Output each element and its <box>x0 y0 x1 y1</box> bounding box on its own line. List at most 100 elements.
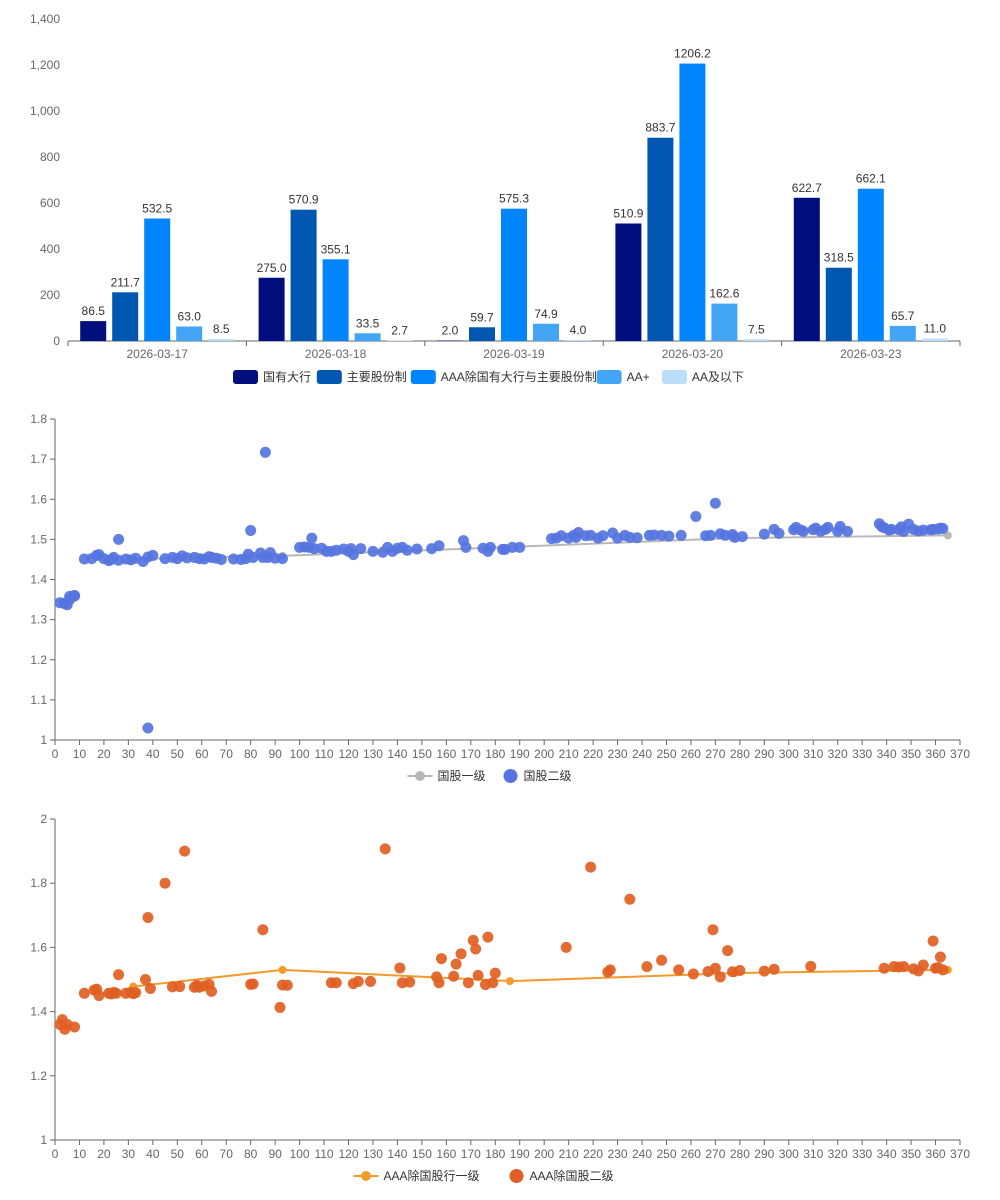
legend-label: 主要股份制 <box>347 370 407 384</box>
bar-value-label: 575.3 <box>499 192 529 206</box>
scatter-point <box>462 977 474 989</box>
x-tick-label: 160 <box>436 1147 456 1161</box>
bar-value-label: 662.1 <box>856 172 886 186</box>
bar <box>354 333 381 341</box>
y-tick-label: 1.6 <box>30 492 47 506</box>
y-tick-label: 1.7 <box>30 452 47 466</box>
x-tick-label: 50 <box>171 1147 185 1161</box>
bar-value-label: 162.6 <box>709 287 739 301</box>
y-tick-label: 1,400 <box>30 12 60 26</box>
legend-label: AA及以下 <box>692 370 744 384</box>
scatter-point <box>489 967 501 979</box>
scatter-chart-aaa: 11.21.41.61.820 10 20 30 40 50 60 70 80 90 100 110 1… <box>30 812 970 1183</box>
bar <box>743 339 770 341</box>
legend-label: 国股一级 <box>438 769 486 783</box>
x-tick-label: 190 <box>510 1147 530 1161</box>
x-tick-label: 240 <box>632 1147 652 1161</box>
x-tick-label: 290 <box>754 747 774 761</box>
x-tick-label: 130 <box>363 1147 383 1161</box>
x-tick-label: 250 <box>656 747 676 761</box>
y-tick-label: 1.6 <box>30 940 47 954</box>
scatter-point <box>433 977 445 989</box>
scatter-point <box>631 532 643 544</box>
scatter-point <box>467 934 479 946</box>
x-tick-label: 350 <box>901 747 921 761</box>
scatter-point <box>705 529 717 541</box>
scatter-point <box>927 935 939 947</box>
x-tick-label: 150 <box>412 1147 432 1161</box>
scatter-point <box>206 985 218 997</box>
scatter-point <box>841 525 853 537</box>
bar-value-label: 74.9 <box>534 307 558 321</box>
scatter-point <box>675 529 687 541</box>
x-tick-label: 2026-03-17 <box>127 347 189 361</box>
scatter-point <box>281 979 293 991</box>
scatter-point <box>379 843 391 855</box>
scatter-point <box>411 543 423 555</box>
scatter-point <box>455 948 467 960</box>
scatter-point <box>144 982 156 994</box>
line-point <box>505 977 514 986</box>
bar <box>176 326 203 341</box>
x-tick-label: 200 <box>534 747 554 761</box>
x-tick-label: 370 <box>950 1147 970 1161</box>
scatter-point <box>937 523 949 535</box>
legend-swatch <box>316 370 342 384</box>
x-tick-label: 190 <box>510 747 530 761</box>
x-tick-label: 70 <box>220 1147 234 1161</box>
y-tick-label: 1,000 <box>30 104 60 118</box>
x-tick-label: 260 <box>681 1147 701 1161</box>
x-tick-label: 300 <box>779 747 799 761</box>
x-tick-label: 180 <box>485 747 505 761</box>
x-tick-label: 290 <box>754 1147 774 1161</box>
x-tick-label: 280 <box>730 747 750 761</box>
x-tick-label: 0 <box>52 1147 59 1161</box>
x-tick-label: 170 <box>461 1147 481 1161</box>
scatter-chart-guogu: 1 1.1 1.2 1.3 1.4 1.5 1.6 1.7 1.8 0 10 20 30 40 50 60 70… <box>30 412 970 783</box>
x-tick-label: 220 <box>583 747 603 761</box>
scatter-point <box>330 977 342 989</box>
scatter-point <box>722 945 734 957</box>
scatter-point <box>758 528 770 540</box>
x-tick-label: 0 <box>52 747 59 761</box>
x-tick-label: 40 <box>146 747 160 761</box>
x-tick-label: 90 <box>268 747 282 761</box>
x-tick-label: 340 <box>877 747 897 761</box>
scatter-point <box>69 1021 81 1033</box>
scatter-point <box>140 974 151 985</box>
x-tick-label: 30 <box>122 1147 136 1161</box>
bar <box>615 223 642 341</box>
bar <box>80 321 107 341</box>
scatter-point <box>113 969 125 981</box>
scatter-point <box>130 987 142 999</box>
scatter-point <box>78 987 90 999</box>
x-tick-label: 270 <box>705 747 725 761</box>
bar <box>501 208 527 341</box>
scatter-point <box>460 541 472 553</box>
x-tick-label: 360 <box>926 1147 946 1161</box>
bar-value-label: 63.0 <box>178 310 202 324</box>
scatter-point <box>355 543 367 555</box>
x-tick-label: 220 <box>583 1147 603 1161</box>
x-tick-label: 30 <box>122 747 136 761</box>
bar-value-label: 1206.2 <box>674 47 711 61</box>
x-tick-label: 230 <box>608 747 628 761</box>
x-tick-label: 2026-03-20 <box>662 347 724 361</box>
bar <box>565 340 591 341</box>
bar <box>144 218 171 341</box>
y-tick-label: 1.1 <box>30 693 47 707</box>
y-tick-label: 800 <box>40 150 60 164</box>
x-tick-label: 280 <box>730 1147 750 1161</box>
scatter-point <box>394 962 406 974</box>
scatter-point <box>401 544 413 556</box>
bar-value-label: 33.5 <box>356 316 380 330</box>
scatter-point <box>484 541 496 553</box>
x-tick-label: 240 <box>632 747 652 761</box>
y-tick-label: 2 <box>40 812 47 826</box>
x-tick-label: 60 <box>195 747 209 761</box>
scatter-point <box>347 549 359 561</box>
x-tick-label: 2026-03-19 <box>483 347 545 361</box>
legend-label: AAA除国股二级 <box>530 1168 614 1183</box>
scatter-point <box>797 525 809 537</box>
scatter-point <box>404 976 416 988</box>
